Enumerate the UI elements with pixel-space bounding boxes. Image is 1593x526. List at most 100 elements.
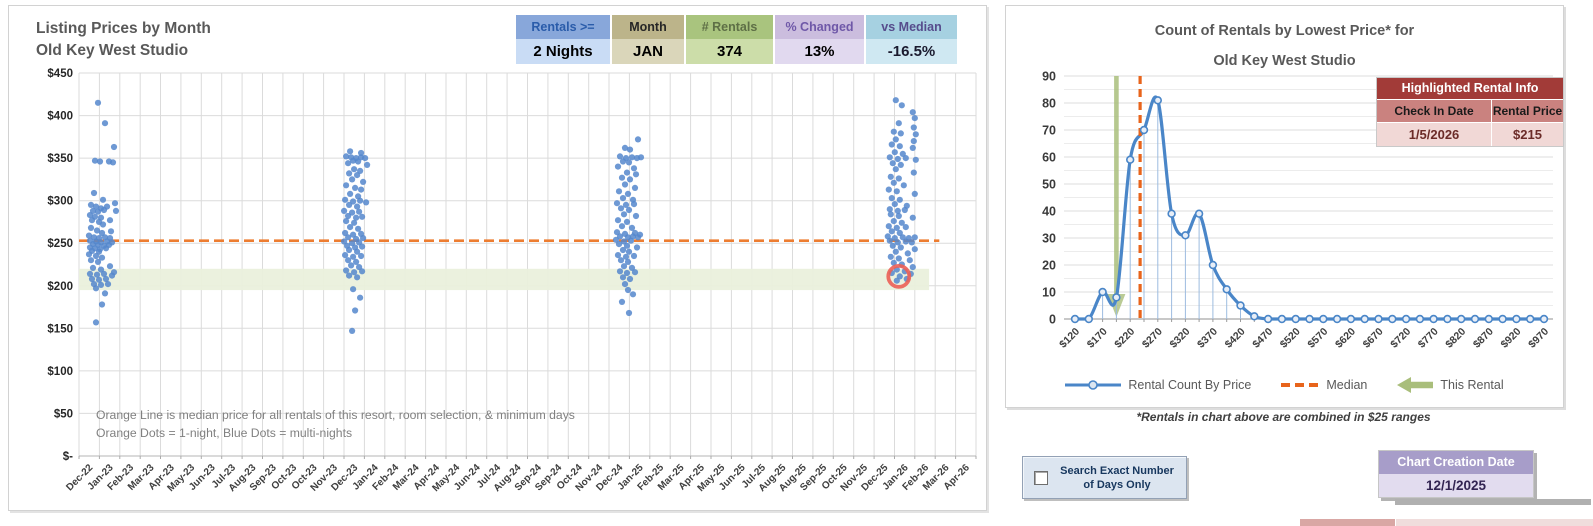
highlighted-rental-ring [886,263,912,289]
y-axis-labels: $450 $400 $350 $300 $250 $200 $150 $100 $50 $- [47,68,73,463]
svg-text:$100: $100 [47,366,73,378]
svg-text:10: 10 [1042,286,1056,300]
svg-text:0: 0 [1049,313,1056,327]
right-chart-title-line2: Old Key West Studio [1213,53,1356,69]
info-table-col-checkin: Check In Date [1377,100,1491,122]
stats-row: Rentals >= 2 Nights Month JAN # Rentals 374% … [516,15,957,64]
svg-text:$820: $820 [1443,326,1468,351]
svg-text:$300: $300 [47,196,73,208]
svg-text:$220: $220 [1112,326,1137,351]
stat-value: 2 Nights [516,39,610,64]
stat-box-3: % Changed 13% [775,15,864,64]
svg-text:30: 30 [1042,232,1056,246]
stat-value: 374 [686,39,773,64]
series-markers [1070,96,1549,324]
highlighted-rental-info-table: Highlighted Rental Info Check In Date Re… [1376,77,1564,147]
partial-table-edge-dark [1300,519,1395,526]
chart-creation-date-value: 12/1/2025 [1379,474,1533,497]
ranges-footnote: *Rentals in chart above are combined in … [1136,410,1431,424]
svg-text:$470: $470 [1250,326,1275,351]
left-chart-title-line1: Listing Prices by Month [36,20,211,37]
svg-text:$450: $450 [47,68,73,80]
left-chart-title: Listing Prices by Month Old Key West Stu… [36,18,211,62]
svg-text:$400: $400 [47,111,73,123]
svg-text:40: 40 [1042,205,1056,219]
stat-header: vs Median [866,15,957,39]
svg-text:50: 50 [1042,178,1056,192]
search-exact-days-checkbox[interactable] [1034,470,1048,485]
legend-item-median: Median [1281,378,1367,392]
svg-text:$120: $120 [1057,326,1082,351]
search-label-line2: of Days Only [1083,478,1151,491]
svg-text:$150: $150 [47,323,73,335]
stat-header: Rentals >= [516,15,610,39]
stat-header: # Rentals [686,15,773,39]
stat-value: 13% [775,39,864,64]
legend-item-this-rental: This Rental [1397,377,1504,393]
legend-item-rental-count: Rental Count By Price [1065,378,1251,392]
info-table-price-value: $215 [1492,123,1563,146]
svg-text:$170: $170 [1085,326,1110,351]
listing-prices-scatter-chart: $450 $400 $350 $300 $250 $200 $150 $100 $50 $-Dec… [47,68,977,494]
green-arrow-icon [1397,377,1434,393]
stat-box-2: # Rentals 374 [686,15,773,64]
rental-count-chart-card: 0 10 20 30 40 50 60 70 80 90 $120 $170 $220 $270 $320 $… [1005,5,1564,408]
svg-text:$200: $200 [47,281,73,293]
dashed-line-icon [1281,383,1320,387]
drop-lines [1102,100,1255,319]
line-marker-icon [1065,380,1122,390]
x-axis-labels: Dec-22Jan-23Feb-23Mar-23Apr-23May-23Jun-… [64,462,972,494]
info-table-checkin-value: 1/5/2026 [1377,123,1491,146]
stat-header: Month [612,15,684,39]
chart-note: Orange Line is median price for all rent… [96,406,575,442]
stat-box-0: Rentals >= 2 Nights [516,15,610,64]
stat-box-4: vs Median -16.5% [866,15,957,64]
svg-text:$320: $320 [1168,326,1193,351]
stat-box-1: Month JAN [612,15,684,64]
svg-text:90: 90 [1042,70,1056,84]
svg-text:$350: $350 [47,153,73,165]
svg-text:$870: $870 [1471,326,1496,351]
partial-table-edge-light [1396,519,1593,526]
svg-text:$50: $50 [54,408,73,420]
listing-prices-chart-card: $450 $400 $350 $300 $250 $200 $150 $100 $50 $- Dec… [8,5,987,511]
svg-text:$370: $370 [1195,326,1220,351]
search-label-line1: Search Exact Number [1060,464,1174,477]
svg-text:$270: $270 [1140,326,1165,351]
x-axis-labels: $120 $170 $220 $270 $320 $370 $420 $470 $520 $570… [1057,326,1551,351]
svg-text:$520: $520 [1278,326,1303,351]
stat-value: -16.5% [866,39,957,64]
x-axis-ticks [78,456,977,459]
listing-price-dots [85,97,919,334]
chart-legend: Rental Count By Price Median This Rental [1006,377,1563,393]
info-table-col-price: Rental Price [1492,100,1563,122]
price-range-highlight-band [79,268,930,291]
chart-note-line2: Orange Dots = 1-night, Blue Dots = multi… [96,426,353,440]
svg-text:70: 70 [1042,124,1056,138]
svg-text:$570: $570 [1305,326,1330,351]
svg-text:$670: $670 [1361,326,1386,351]
svg-text:$250: $250 [47,238,73,250]
right-chart-title-line1: Count of Rentals by Lowest Price* for [1154,23,1415,39]
legend-label-rental-count: Rental Count By Price [1128,378,1252,392]
svg-text:80: 80 [1042,97,1056,111]
search-exact-days-panel: Search Exact Number of Days Only [1022,456,1187,499]
stat-value: JAN [612,39,684,64]
search-exact-days-label: Search Exact Number of Days Only [1048,464,1186,492]
partial-element-edge [1395,499,1591,505]
svg-text:$420: $420 [1223,326,1248,351]
right-chart-title: Count of Rentals by Lowest Price* for Ol… [1006,16,1563,76]
chart-creation-date-label: Chart Creation Date [1379,451,1533,474]
chart-note-line1: Orange Line is median price for all rent… [96,408,575,422]
svg-text:60: 60 [1042,151,1056,165]
v-gridlines [78,73,977,456]
svg-text:20: 20 [1042,259,1056,273]
stat-header: % Changed [775,15,864,39]
y-axis-labels: 0 10 20 30 40 50 60 70 80 90 [1042,70,1056,327]
svg-text:$970: $970 [1526,326,1551,351]
svg-text:$-: $- [63,451,73,463]
chart-creation-date-box: Chart Creation Date 12/1/2025 [1378,450,1534,498]
legend-label-this-rental: This Rental [1440,378,1504,392]
left-chart-title-line2: Old Key West Studio [36,42,189,59]
